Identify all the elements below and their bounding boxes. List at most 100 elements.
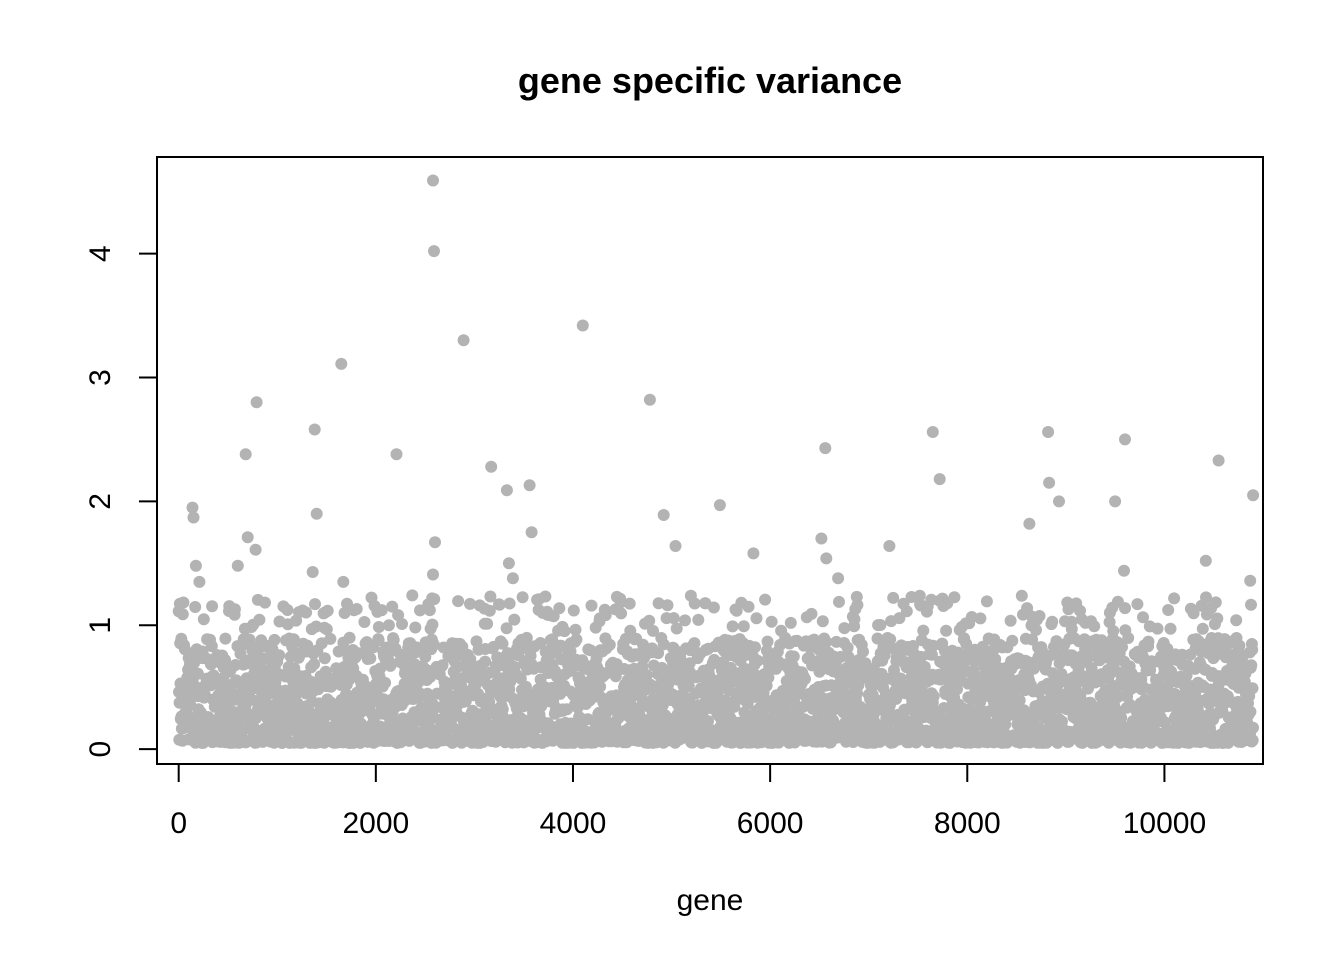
outlier-point — [186, 501, 199, 514]
data-point — [379, 676, 392, 689]
data-point — [1015, 589, 1028, 602]
outlier-point — [883, 540, 896, 552]
data-point — [500, 622, 513, 635]
data-point — [1151, 622, 1164, 635]
data-point — [409, 621, 422, 634]
data-point — [848, 613, 861, 626]
data-point — [207, 669, 220, 682]
data-point — [1187, 607, 1200, 620]
data-point — [228, 603, 241, 616]
data-point — [1046, 615, 1059, 628]
data-point — [205, 640, 218, 653]
data-point — [386, 600, 399, 613]
data-point — [749, 641, 761, 654]
data-point — [692, 613, 705, 626]
outlier-point — [819, 442, 832, 455]
outlier-point — [576, 319, 589, 332]
data-point — [816, 615, 829, 628]
data-point — [1006, 634, 1019, 647]
data-point — [940, 624, 953, 637]
data-point — [585, 599, 598, 612]
points-layer — [172, 174, 1260, 749]
data-point — [483, 604, 496, 617]
outlier-point — [1212, 454, 1225, 467]
data-point — [539, 590, 552, 603]
data-point — [1246, 643, 1259, 656]
data-point — [520, 631, 533, 644]
outlier-point — [1043, 476, 1056, 489]
outlier-point — [500, 484, 513, 497]
data-point — [338, 607, 351, 619]
data-point — [974, 696, 987, 709]
outlier-point — [713, 499, 726, 512]
data-point — [759, 593, 772, 606]
data-point — [1246, 682, 1259, 695]
data-point — [682, 680, 695, 692]
data-point — [1013, 694, 1026, 707]
data-point — [960, 637, 973, 650]
data-point — [396, 618, 408, 630]
data-point — [253, 613, 266, 626]
y-tick-label: 3 — [84, 369, 117, 386]
data-point — [372, 621, 385, 633]
data-point — [423, 604, 436, 617]
data-point — [599, 609, 612, 622]
data-point — [900, 605, 913, 618]
data-point — [375, 604, 388, 617]
data-point — [1131, 598, 1144, 611]
data-point — [1196, 622, 1209, 635]
data-point — [493, 598, 506, 611]
data-point — [805, 607, 818, 620]
data-point — [273, 649, 286, 662]
data-point — [788, 695, 801, 708]
y-axis: 0 1 2 3 4 — [84, 245, 158, 757]
data-point — [1030, 624, 1042, 636]
data-point — [615, 607, 628, 620]
data-point — [268, 633, 281, 646]
data-point — [1085, 662, 1098, 674]
data-point — [479, 655, 492, 668]
outlier-point — [502, 557, 515, 570]
data-point — [890, 692, 903, 705]
data-point — [414, 604, 426, 617]
data-point — [751, 654, 764, 667]
outlier-point — [643, 393, 656, 406]
data-point — [884, 633, 897, 646]
data-point — [350, 603, 363, 615]
data-point — [321, 604, 334, 617]
data-point — [206, 600, 219, 613]
outlier-point — [390, 448, 403, 461]
data-point — [679, 614, 691, 627]
outlier-point — [1053, 495, 1065, 508]
data-point — [652, 647, 665, 660]
data-point — [1233, 639, 1246, 652]
data-point — [874, 619, 887, 631]
x-tick-label: 2000 — [342, 807, 409, 840]
data-point — [688, 597, 701, 610]
data-point — [464, 597, 476, 610]
data-point — [1137, 611, 1149, 624]
data-point — [1246, 734, 1259, 747]
data-point — [1230, 614, 1243, 627]
data-point — [1209, 596, 1222, 609]
data-point — [1119, 602, 1131, 615]
data-point — [1122, 632, 1135, 644]
outlier-point — [832, 572, 845, 585]
data-point — [517, 642, 530, 654]
data-point — [1180, 669, 1193, 682]
data-point — [288, 633, 300, 646]
data-point — [358, 616, 371, 628]
data-point — [1192, 635, 1205, 648]
data-point — [496, 637, 509, 650]
data-point — [382, 619, 395, 632]
data-point — [309, 598, 321, 611]
data-point — [623, 597, 636, 610]
data-point — [784, 616, 797, 629]
outlier-point — [669, 540, 682, 552]
outlier-point — [231, 559, 244, 572]
outlier-point — [249, 543, 262, 556]
outlier-point — [427, 568, 439, 581]
data-point — [364, 652, 377, 665]
data-point — [508, 613, 521, 626]
